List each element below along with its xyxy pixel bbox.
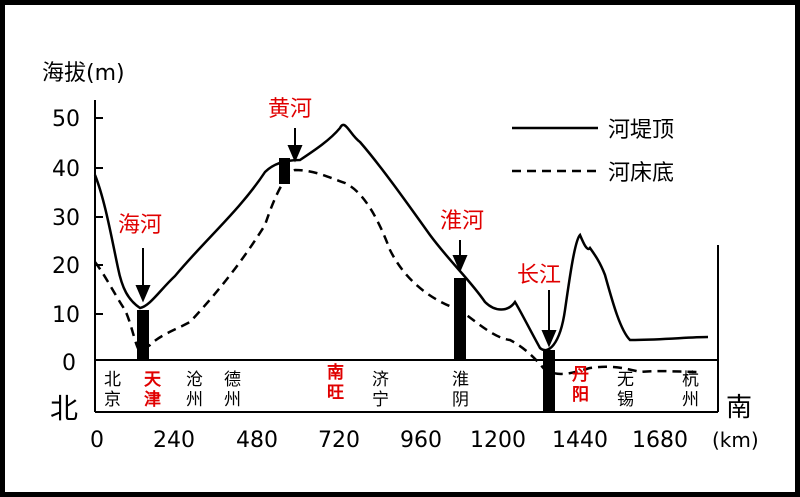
city-char: 南 — [327, 362, 344, 383]
city-char: 旺 — [327, 383, 344, 403]
y-tick-label: 50 — [52, 107, 80, 132]
x-axis-unit: (km) — [712, 428, 759, 452]
y-axis-title: 海拔(m) — [42, 61, 125, 86]
city-char: 津 — [144, 389, 161, 410]
city-char: 德 — [224, 370, 241, 390]
x-tick-label: 240 — [153, 428, 195, 453]
city-char: 淮 — [452, 370, 469, 390]
y-tick-label: 0 — [62, 351, 76, 376]
city-char: 阳 — [572, 385, 589, 405]
city-char: 州 — [682, 390, 699, 410]
embankment-top-line — [93, 123, 709, 352]
huaihe-channel — [454, 278, 466, 360]
legend-riverbed-label: 河床底 — [608, 161, 674, 186]
y-tick-label: 40 — [52, 157, 80, 182]
x-tick-label: 480 — [236, 428, 278, 453]
y-tick-label: 10 — [52, 303, 80, 328]
city-char: 京 — [104, 390, 121, 410]
huanghe-channel — [279, 158, 290, 184]
city-char: 丹 — [572, 365, 589, 385]
direction-south: 南 — [726, 393, 752, 423]
x-tick-label: 960 — [400, 428, 442, 453]
x-tick-label: 720 — [318, 428, 360, 453]
city-char: 沧 — [186, 370, 203, 390]
city-char: 州 — [186, 390, 203, 410]
city-char: 无 — [617, 370, 634, 390]
haihe-channel — [137, 310, 149, 360]
city-char: 北 — [104, 370, 121, 390]
river-label: 淮河 — [440, 209, 484, 234]
y-tick-marks — [95, 117, 103, 315]
city-char: 州 — [224, 390, 241, 410]
city-char: 济 — [372, 370, 389, 390]
y-tick-label: 20 — [52, 254, 80, 279]
city-char: 杭 — [682, 370, 699, 390]
x-tick-label: 1440 — [552, 428, 608, 453]
x-tick-label: 0 — [90, 428, 104, 453]
direction-north: 北 — [50, 392, 78, 425]
changjiang-channel — [543, 350, 555, 412]
y-tick-label: 30 — [52, 206, 80, 231]
river-label: 黄河 — [268, 97, 312, 122]
city-char: 宁 — [372, 390, 389, 410]
river-arrows — [135, 128, 557, 348]
city-char: 阴 — [452, 390, 469, 410]
legend-embankment-label: 河堤顶 — [608, 118, 674, 143]
riverbed-bottom-line — [94, 168, 701, 376]
x-tick-label: 1680 — [632, 428, 688, 453]
city-char: 锡 — [617, 390, 634, 410]
river-label: 长江 — [517, 263, 561, 288]
city-label-group: 北 京 天 津 沧 州 德 州 南 旺 济 宁 淮 阴 丹 阳 无 锡 杭 州 — [104, 362, 699, 410]
city-char: 天 — [144, 370, 162, 390]
x-tick-label: 1200 — [470, 428, 526, 453]
river-label: 海河 — [118, 213, 162, 238]
